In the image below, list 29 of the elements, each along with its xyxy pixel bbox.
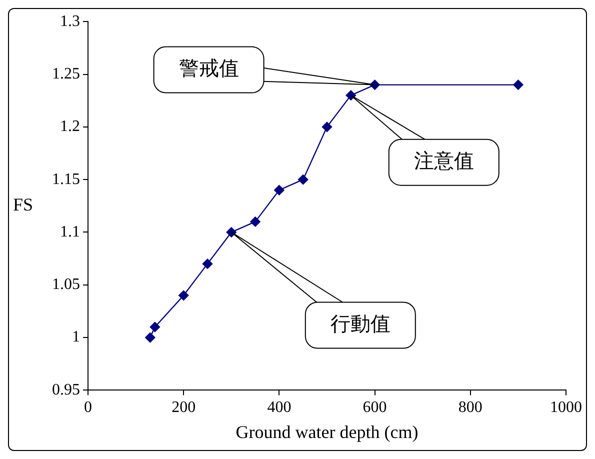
x-tick-label: 400 [267,399,292,416]
x-tick-label: 1000 [550,399,582,416]
point [145,332,156,343]
point [226,227,236,238]
y-tick-label: 1.15 [52,170,80,188]
point [178,290,189,301]
y-tick-label: 0.95 [52,381,80,398]
annotation: 注意值 [414,150,474,173]
x-tick-label: 800 [458,399,482,416]
annotation: 行動值 [330,313,390,336]
point [298,174,308,185]
point [513,80,524,90]
point [150,322,160,332]
x-tick-label: 0 [84,399,92,416]
x-axis-title: Ground water depth (cm) [236,422,418,442]
point [202,258,213,269]
annotation: 警戒值 [178,58,239,80]
y-tick-label: 1.1 [60,223,80,240]
point [274,185,284,196]
y-tick-label: 1.3 [60,12,80,30]
y-tick-label: 1.05 [52,276,80,294]
x-tick-label: 200 [172,399,196,416]
x-tick-label: 600 [362,399,387,416]
y-tick-label: 1.2 [60,118,80,136]
point [250,216,260,227]
y-tick-label: 1.25 [52,65,80,82]
y-axis-title: FS [13,194,34,215]
y-tick-label: 1 [72,328,80,346]
point [322,122,332,132]
